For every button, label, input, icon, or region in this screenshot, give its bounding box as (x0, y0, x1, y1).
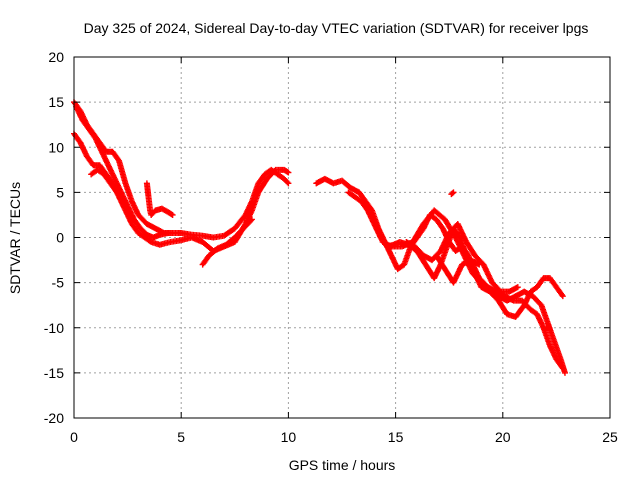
data-point (285, 180, 292, 187)
series-track-4 (88, 166, 120, 196)
y-axis-label: SDTVAR / TECUs (7, 182, 23, 294)
x-tick-label: 15 (388, 429, 404, 445)
data-point (247, 217, 254, 224)
x-tick-label: 20 (495, 429, 511, 445)
data-point (476, 261, 483, 268)
x-axis-label: GPS time / hours (289, 457, 396, 473)
series-track-9 (371, 207, 568, 376)
data-point (248, 216, 255, 223)
data-point (559, 293, 566, 300)
data-point (284, 179, 291, 186)
series-track-10 (403, 220, 521, 295)
axis-ticks: 0 5 10 15 20 25 -20 -15 -10 -5 0 5 10 15 20 (44, 49, 618, 445)
x-tick-label: 5 (177, 429, 185, 445)
data-point (113, 189, 120, 196)
data-point (285, 169, 292, 176)
y-tick-label: 5 (56, 184, 64, 200)
data-point (165, 229, 172, 236)
data-point (450, 189, 457, 196)
y-tick-label: 0 (56, 230, 64, 246)
y-tick-label: 20 (48, 49, 64, 65)
y-tick-label: 15 (48, 94, 64, 110)
series-track-3 (73, 103, 172, 241)
y-tick-label: -20 (44, 410, 64, 426)
series-track-6 (199, 216, 255, 268)
y-tick-label: -5 (52, 275, 65, 291)
series-track-11 (433, 252, 483, 286)
x-tick-label: 0 (70, 429, 78, 445)
gridlines (74, 57, 610, 418)
series-layer (71, 99, 568, 376)
data-point (169, 211, 176, 218)
x-tick-label: 10 (281, 429, 297, 445)
data-point (449, 190, 456, 197)
data-point (514, 284, 521, 291)
data-point (112, 188, 119, 195)
y-tick-label: -10 (44, 320, 64, 336)
data-point (558, 291, 565, 298)
data-point (561, 369, 568, 376)
chart-title: Day 325 of 2024, Sidereal Day-to-day VTE… (84, 20, 589, 36)
y-tick-label: -15 (44, 365, 64, 381)
series-track-5 (143, 180, 176, 218)
x-tick-label: 25 (602, 429, 618, 445)
series-track-12 (448, 189, 457, 198)
y-tick-label: 10 (48, 139, 64, 155)
